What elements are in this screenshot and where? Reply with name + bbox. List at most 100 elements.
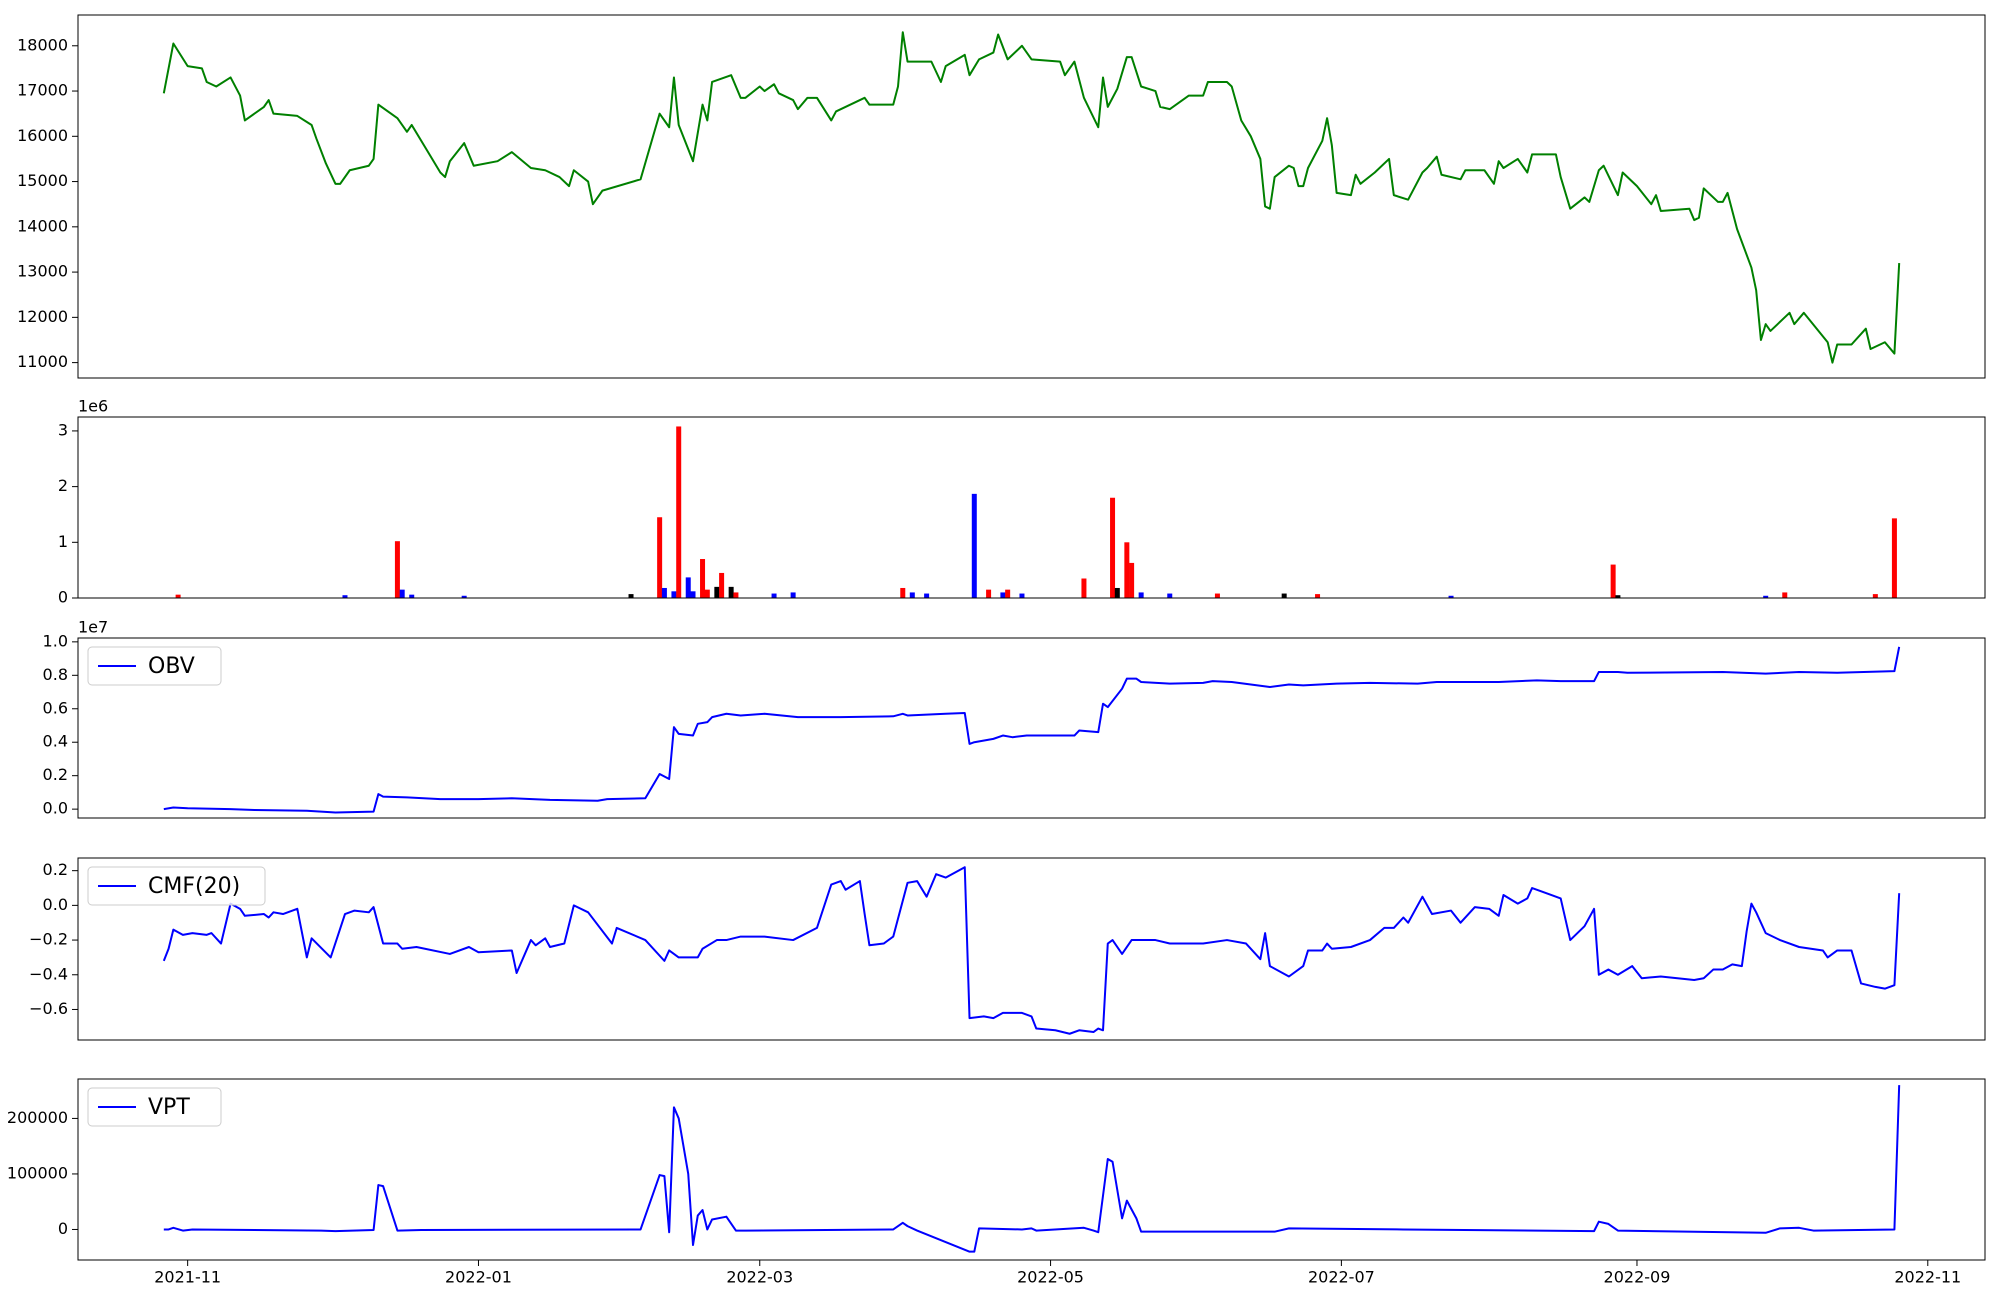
legend-label: CMF(20) [148,874,240,899]
axes-frame [77,14,1986,379]
bar [657,517,663,598]
y-tick-label: 16000 [17,126,68,145]
bar [685,577,691,598]
panel: 0 1 2 3 1e6 [58,397,1986,607]
panel: 0.0 0.2 0.4 0.6 0.8 1.0 1e7 OBV [43,618,1986,819]
y-tick-label: 0.4 [43,732,68,751]
y-tick-label: 0.2 [43,860,68,879]
y-tick-label: 0.0 [43,799,68,818]
bar [394,541,400,598]
bar [1448,595,1454,598]
bar [461,595,467,598]
bar [986,589,992,598]
y-tick-label: 0.6 [43,698,68,717]
x-tick-label: 2021-11 [154,1268,221,1287]
panel: −0.6 −0.4 −0.2 0.0 0.2 CMF(20) [29,857,1986,1041]
bar [971,493,977,598]
bar [1763,595,1769,598]
bar [704,589,710,598]
y-tick-label: 3 [58,420,68,439]
y-tick-label: 17000 [17,81,68,100]
bar [1110,497,1116,598]
x-tick-label: 2022-05 [1017,1268,1084,1287]
legend-label: VPT [148,1095,190,1120]
axis-offset-label: 1e7 [78,618,108,637]
bar [1129,562,1135,598]
axis-offset-label: 1e6 [78,397,108,416]
y-tick-label: 1.0 [43,631,68,650]
x-tick-label: 2022-03 [726,1268,793,1287]
bar [690,591,696,598]
data-line [163,1085,1901,1253]
bar [1214,593,1220,598]
bar [1124,542,1130,598]
legend-label: OBV [148,654,195,679]
data-line [163,646,1901,814]
legend-box [87,646,222,686]
bar [1782,592,1788,598]
bar [399,589,405,598]
y-tick-label: 1 [58,532,68,551]
y-tick-label: 13000 [17,262,68,281]
axes-frame [77,857,1986,1041]
bar [1615,595,1621,598]
bar [1005,589,1011,598]
y-tick-label: 0.8 [43,665,68,684]
bar [671,591,677,598]
bar [790,592,796,598]
axes-frame [77,637,1986,819]
bar [1610,564,1616,598]
bar [628,594,634,598]
y-tick-label: 15000 [17,171,68,190]
y-tick-label: 11000 [17,352,68,371]
y-tick-label: 0.0 [43,895,68,914]
bar [1872,594,1878,598]
bar [719,572,725,598]
panel: 0 100000 200000 2021-11 2022-01 2022-03 2022-0… [7,1078,1986,1287]
bar [771,593,777,598]
bar [924,593,930,598]
bar [728,586,734,598]
panel: 11000 12000 13000 14000 15000 16000 17000 18000 [17,14,1986,379]
bar [714,586,720,598]
x-tick-label: 2022-09 [1604,1268,1671,1287]
bar [1081,578,1087,598]
legend-box [87,1087,222,1127]
bar [700,559,706,598]
bar [409,594,415,598]
bar [909,592,915,598]
data-line [162,31,1901,364]
bar [342,595,348,598]
bar [1000,592,1006,598]
y-tick-label: 200000 [7,1108,68,1127]
bar [1167,593,1173,598]
data-line [162,866,1901,1035]
y-tick-label: 12000 [17,307,68,326]
bar [676,426,682,598]
y-tick-label: 100000 [7,1163,68,1182]
bar [900,587,906,598]
y-tick-label: 18000 [17,35,68,54]
bar [1891,518,1897,598]
bar [661,587,667,598]
y-tick-label: 0.2 [43,765,68,784]
bar [1019,593,1025,598]
bar [1114,587,1120,598]
legend-box [87,866,266,906]
y-tick-label: 0 [58,1219,68,1238]
bar [1315,594,1321,598]
y-tick-label: −0.6 [29,999,68,1018]
y-tick-label: 2 [58,476,68,495]
bar [175,594,181,598]
y-tick-label: −0.4 [29,964,68,983]
y-tick-label: −0.2 [29,930,68,949]
axes-frame [77,1078,1986,1261]
y-tick-label: 0 [58,588,68,607]
bar [1281,593,1287,598]
x-tick-label: 2022-07 [1308,1268,1375,1287]
y-tick-label: 14000 [17,216,68,235]
axes-frame [77,416,1986,599]
x-tick-label: 2022-11 [1894,1268,1961,1287]
